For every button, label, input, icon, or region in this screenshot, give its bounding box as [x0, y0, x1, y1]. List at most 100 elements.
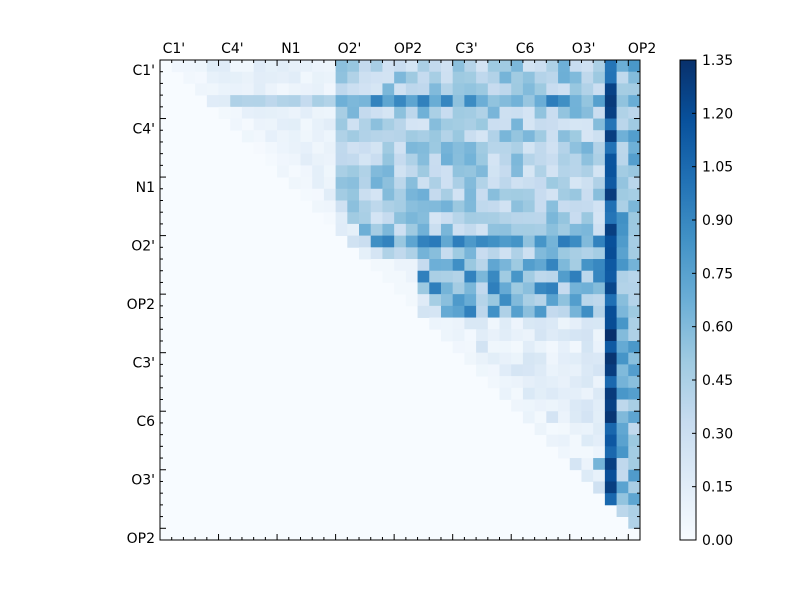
heatmap-cell: [429, 223, 442, 237]
heatmap-cell: [335, 95, 348, 108]
heatmap-cell: [253, 83, 266, 96]
heatmap-cell: [558, 153, 571, 166]
heatmap-cell: [452, 130, 465, 143]
heatmap-cell: [499, 259, 512, 272]
heatmap-cell: [370, 188, 383, 201]
heatmap-cell: [476, 247, 489, 260]
heatmap-cell: [558, 399, 571, 412]
heatmap-cell: [405, 223, 418, 237]
heatmap-cell: [405, 106, 418, 119]
heatmap-cell: [593, 153, 606, 166]
heatmap-cell: [464, 259, 477, 272]
heatmap-cell: [230, 60, 243, 73]
heatmap-cell: [464, 71, 477, 84]
heatmap-cell: [417, 235, 430, 248]
heatmap-cell: [616, 329, 629, 342]
heatmap-cell: [581, 177, 594, 190]
heatmap-cell: [522, 282, 536, 295]
heatmap-cell: [558, 340, 571, 354]
heatmap-cell: [405, 95, 418, 108]
heatmap-cell: [405, 259, 418, 272]
heatmap-cell: [499, 200, 512, 213]
heatmap-cell: [511, 188, 524, 201]
heatmap-cell: [417, 200, 430, 213]
heatmap-cell: [546, 422, 559, 436]
heatmap-cell: [241, 130, 255, 143]
heatmap-cell: [405, 153, 418, 166]
heatmap-cell: [288, 153, 301, 166]
heatmap-cell: [581, 422, 594, 436]
heatmap-cell: [546, 130, 559, 143]
heatmap-cell: [616, 481, 629, 494]
heatmap-cell: [522, 340, 536, 354]
heatmap-cell: [464, 83, 477, 96]
heatmap-cell: [628, 446, 641, 459]
heatmap-cell: [546, 305, 559, 318]
heatmap-cell: [616, 165, 629, 178]
heatmap-cell: [499, 364, 512, 377]
heatmap-cell: [522, 118, 536, 131]
heatmap-cell: [628, 106, 641, 119]
heatmap-cell: [604, 235, 617, 248]
heatmap-cell: [347, 235, 360, 248]
heatmap-cell: [511, 83, 524, 96]
heatmap-cell: [593, 60, 606, 73]
x-tick-label: N1: [281, 41, 300, 57]
heatmap-cell: [593, 422, 606, 436]
heatmap-cell: [464, 305, 477, 318]
heatmap-cell: [265, 95, 278, 108]
heatmap-cell: [429, 177, 442, 190]
heatmap-cell: [499, 165, 512, 178]
heatmap-cell: [569, 446, 582, 459]
heatmap-cell: [359, 165, 372, 178]
heatmap-cell: [452, 60, 465, 73]
heatmap-cell: [511, 294, 524, 307]
heatmap-cell: [335, 106, 348, 119]
heatmap-cell: [546, 106, 559, 119]
heatmap-cell: [417, 141, 430, 155]
heatmap-cell: [499, 60, 512, 73]
heatmap-cell: [206, 95, 219, 108]
heatmap-cell: [464, 177, 477, 190]
heatmap-cell: [464, 235, 477, 248]
heatmap-cell: [370, 95, 383, 108]
heatmap-cell: [382, 118, 395, 131]
heatmap-cell: [511, 177, 524, 190]
heatmap-cell: [440, 106, 454, 119]
heatmap-cell: [487, 247, 500, 260]
heatmap-cell: [452, 305, 465, 318]
heatmap-cell: [382, 83, 395, 96]
heatmap-cell: [359, 71, 372, 84]
heatmap-cell: [604, 177, 617, 190]
heatmap-cell: [628, 399, 641, 412]
heatmap-cell: [522, 130, 536, 143]
heatmap-cell: [511, 141, 524, 155]
heatmap-cell: [593, 387, 606, 400]
heatmap-cell: [394, 188, 407, 201]
heatmap-cell: [569, 95, 582, 108]
heatmap-cell: [347, 95, 360, 108]
heatmap-cell: [183, 60, 196, 73]
y-tick-label: OP2: [127, 531, 155, 547]
heatmap-cell: [581, 387, 594, 400]
heatmap-cell: [405, 130, 418, 143]
heatmap-cell: [522, 212, 536, 225]
heatmap-cell: [581, 141, 594, 155]
heatmap-cell: [522, 95, 536, 108]
heatmap-cell: [300, 83, 313, 96]
heatmap-cell: [511, 247, 524, 260]
heatmap-cell: [335, 153, 348, 166]
heatmap-cell: [277, 60, 290, 73]
heatmap-cell: [382, 200, 395, 213]
heatmap-cell: [499, 95, 512, 108]
heatmap-cell: [476, 165, 489, 178]
heatmap-cell: [628, 387, 641, 400]
heatmap-cell: [499, 177, 512, 190]
heatmap-cell: [452, 282, 465, 295]
heatmap-cell: [359, 212, 372, 225]
heatmap-cell: [429, 83, 442, 96]
heatmap-cell: [628, 141, 641, 155]
heatmap-cell: [476, 153, 489, 166]
heatmap-cell: [417, 259, 430, 272]
heatmap-cell: [265, 141, 278, 155]
